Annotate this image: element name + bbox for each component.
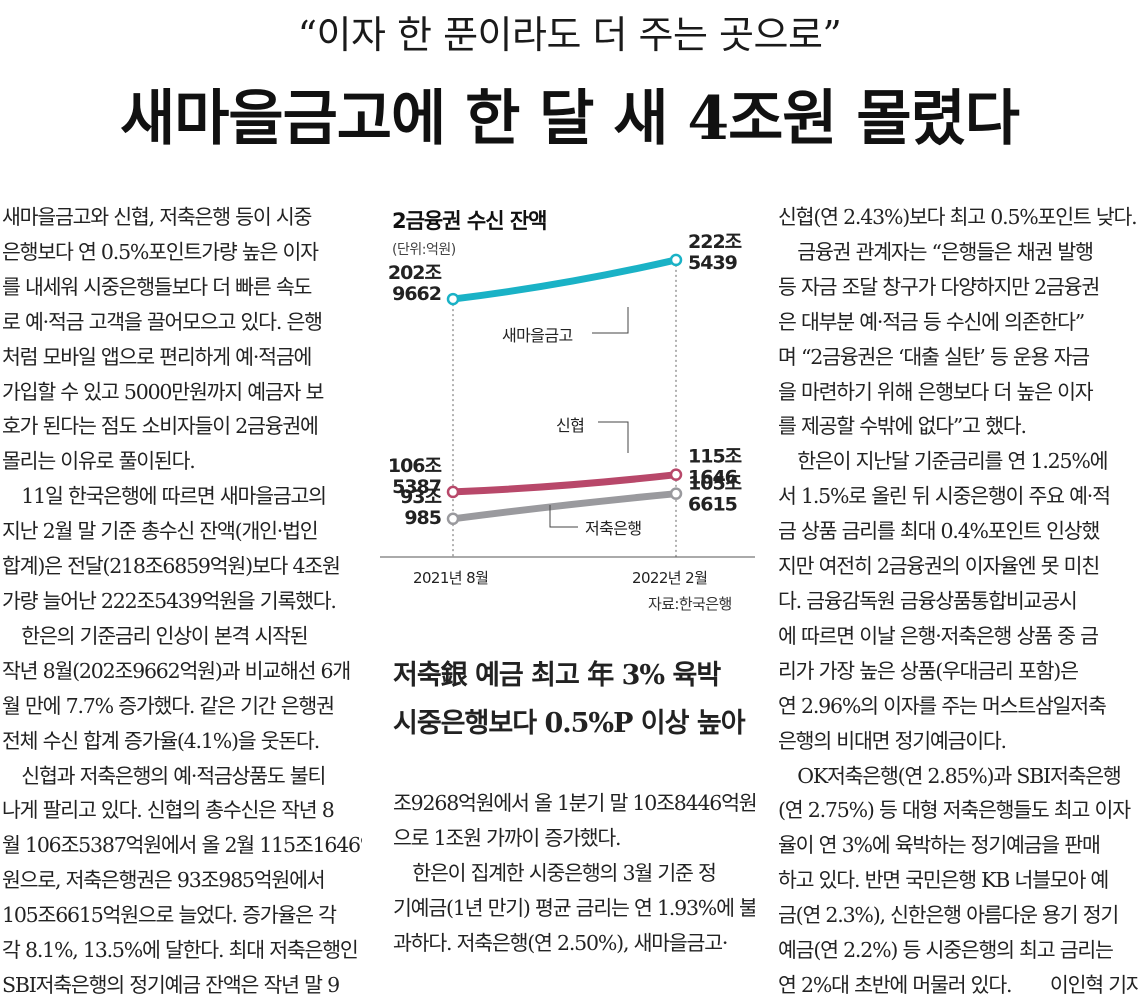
article-line: 은행보다 연 0.5%포인트가량 높은 이자 — [2, 239, 319, 264]
data-point — [446, 512, 460, 526]
article-line: 합계)은 전달(218조6859억원)보다 4조원 — [2, 554, 341, 579]
article-line: 율이 연 3%에 육박하는 정기예금을 판매 — [778, 833, 1101, 858]
data-point — [669, 253, 683, 267]
data-label: 1646 — [688, 467, 738, 489]
series-name-label: 저축은행 — [585, 519, 641, 538]
x-tick-label: 2022년 2월 — [632, 569, 707, 587]
article-line: 등 자금 조달 창구가 다양하지만 2금융권 — [778, 274, 1100, 299]
article-headline: 새마을금고에 한 달 새 4조원 몰렸다 — [120, 84, 1020, 154]
article-line: 작년 8월(202조9662억원)과 비교해선 6개 — [2, 658, 351, 683]
series-line-0 — [449, 256, 680, 303]
article-line: 월 106조5387억원에서 올 2월 115조1646억 — [2, 833, 362, 858]
chart-source: 자료:한국은행 — [648, 595, 732, 613]
article-line: 나게 팔리고 있다. 신협의 총수신은 작년 8 — [2, 798, 335, 823]
data-label: 93조 — [400, 486, 441, 508]
article-line: 다. 금융감독원 금융상품통합비교공시 — [778, 588, 1078, 613]
article-line: 연 2.96%의 이자를 주는 머스트삼일저축 — [778, 693, 1107, 718]
article-line: 각 8.1%, 13.5%에 달한다. 최대 저축은행인 — [2, 938, 359, 963]
chart-container: 2021년 8월 2022년 2월 202조 9662 222조 5439 106조 5387… — [380, 195, 760, 625]
article-line: 로 예·적금 고객을 끌어모으고 있다. 은행 — [2, 309, 323, 334]
article-line: 금융권 관계자는 “은행들은 채권 발행 — [778, 239, 1094, 264]
article-line: 월 만에 7.7% 증가했다. 같은 기간 은행권 — [2, 693, 335, 718]
article-line: 금 상품 금리를 최대 0.4%포인트 인상했 — [778, 519, 1100, 544]
data-point — [446, 292, 460, 306]
article-line: OK저축은행(연 2.85%)과 SBI저축은행 — [778, 763, 1121, 788]
data-point — [669, 487, 683, 500]
chart-title: 2금융권 수신 잔액 — [392, 209, 547, 233]
article-line: 과하다. 저축은행(연 2.50%), 새마을금고· — [393, 930, 728, 955]
line-chart: 2021년 8월 2022년 2월 202조9662 222조5439 106조5387… — [380, 231, 755, 587]
article-line: 새마을금고와 신협, 저축은행 등이 시중 — [2, 205, 312, 229]
article-line: 은행의 비대면 정기예금이다. — [778, 728, 1007, 753]
data-label: 222조 — [688, 231, 742, 253]
article-line: 하고 있다. 반면 국민은행 KB 너블모아 예 — [778, 868, 1109, 893]
article-line: 전체 수신 합계 증가율(4.1%)을 웃돈다. — [2, 728, 320, 753]
article-line: 를 제공할 수밖에 없다”고 했다. — [778, 414, 1027, 439]
article-line: 지만 여전히 2금융권의 이자율엔 못 미친 — [778, 554, 1100, 579]
article-subtitle: “이자 한 푼이라도 더 주는 곳으로” — [297, 13, 842, 57]
article-column-3: 신협(연 2.43%)보다 최고 0.5%포인트 낮다. 금융권 관계자는 “은… — [778, 200, 1138, 1003]
article-line: 한은이 집계한 시중은행의 3월 기준 정 — [393, 860, 717, 885]
article-line: 에 따르면 이날 은행·저축은행 상품 중 금 — [778, 623, 1099, 648]
article-line: 예금(연 2.2%) 등 시중은행의 최고 금리는 — [778, 938, 1114, 963]
series-name-label: 신협 — [556, 416, 584, 435]
data-point — [446, 485, 460, 499]
article-line: 기예금(1년 만기) 평균 금리는 연 1.93%에 불 — [393, 895, 755, 920]
article-line: 조9268억원에서 올 1분기 말 10조8446억원 — [393, 791, 755, 815]
x-tick-label: 2021년 8월 — [413, 569, 488, 587]
article-line: 리가 가장 높은 상품(우대금리 포함)은 — [778, 658, 1079, 683]
callout-line — [598, 421, 629, 453]
article-line: 한은의 기준금리 인상이 본격 시작된 — [2, 623, 308, 648]
article-line: 을 마련하기 위해 은행보다 더 높은 이자 — [778, 379, 1094, 404]
article-line: 지난 2월 말 기준 총수신 잔액(개인·법인 — [2, 519, 319, 544]
chart-unit: (단위:억원) — [392, 242, 456, 258]
article-line: 몰리는 이유로 풀이된다. — [2, 449, 196, 474]
callout-line — [549, 505, 578, 528]
article-line: 를 내세워 시중은행들보다 더 빠른 속도 — [2, 274, 312, 299]
sub-headline: 저축銀 예금 최고 年 3% 육박 시중은행보다 0.5%P 이상 높아 — [393, 652, 763, 748]
data-point — [669, 468, 683, 481]
data-label: 5387 — [392, 476, 441, 498]
article-line: 으로 1조원 가까이 증가했다. — [393, 825, 622, 850]
series-line-1 — [449, 471, 680, 496]
sub-headline-line-2: 시중은행보다 0.5%P 이상 높아 — [393, 708, 746, 739]
article-line: 원으로, 저축은행권은 93조985억원에서 — [2, 868, 326, 893]
article-line: 은 대부분 예·적금 등 수신에 의존한다” — [778, 309, 1085, 334]
article-line: 105조6615억원으로 늘었다. 증가율은 각 — [2, 903, 337, 928]
article-line: 신협(연 2.43%)보다 최고 0.5%포인트 낮다. — [778, 205, 1138, 229]
article-line: 며 “2금융권은 ‘대출 실탄’ 등 운용 자금 — [778, 344, 1090, 369]
data-label: 202조 — [388, 262, 442, 284]
article-line: 호가 된다는 점도 소비자들이 2금융권에 — [2, 414, 319, 439]
article-line: 한은이 지난달 기준금리를 연 1.25%에 — [778, 449, 1108, 474]
article-line: 신협과 저축은행의 예·적금상품도 불티 — [2, 763, 326, 788]
article-line: 서 1.5%로 올린 뒤 시중은행이 주요 예·적 — [778, 484, 1111, 509]
data-label: 9662 — [392, 283, 441, 305]
article-line: 처럼 모바일 앱으로 편리하게 예·적금에 — [2, 344, 312, 369]
data-label: 985 — [404, 507, 441, 529]
article-line: 가량 늘어난 222조5439억원을 기록했다. — [2, 588, 337, 613]
article-line: 연 2%대 초반에 머물러 있다. 이인혁 기자 — [778, 972, 1138, 997]
data-label: 106조 — [388, 455, 442, 477]
article-line: 금(연 2.3%), 신한은행 아름다운 용기 정기 — [778, 903, 1119, 928]
data-label: 115조 — [688, 446, 742, 468]
callout-line — [592, 307, 629, 334]
data-label: 6615 — [688, 494, 737, 516]
article-line: (연 2.75%) 등 대형 저축은행들도 최고 이자 — [778, 798, 1131, 823]
series-name-label: 새마을금고 — [502, 326, 573, 345]
article-line: 가입할 수 있고 5000만원까지 예금자 보 — [2, 379, 324, 404]
article-line: 11일 한국은행에 따르면 새마을금고의 — [2, 484, 327, 509]
article-line: SBI저축은행의 정기예금 잔액은 작년 말 9 — [2, 972, 340, 997]
series-line-2 — [449, 490, 680, 523]
data-label: 5439 — [688, 252, 737, 274]
sub-headline-line-1: 저축銀 예금 최고 年 3% 육박 — [393, 660, 721, 691]
data-label: 105조 — [688, 473, 742, 495]
